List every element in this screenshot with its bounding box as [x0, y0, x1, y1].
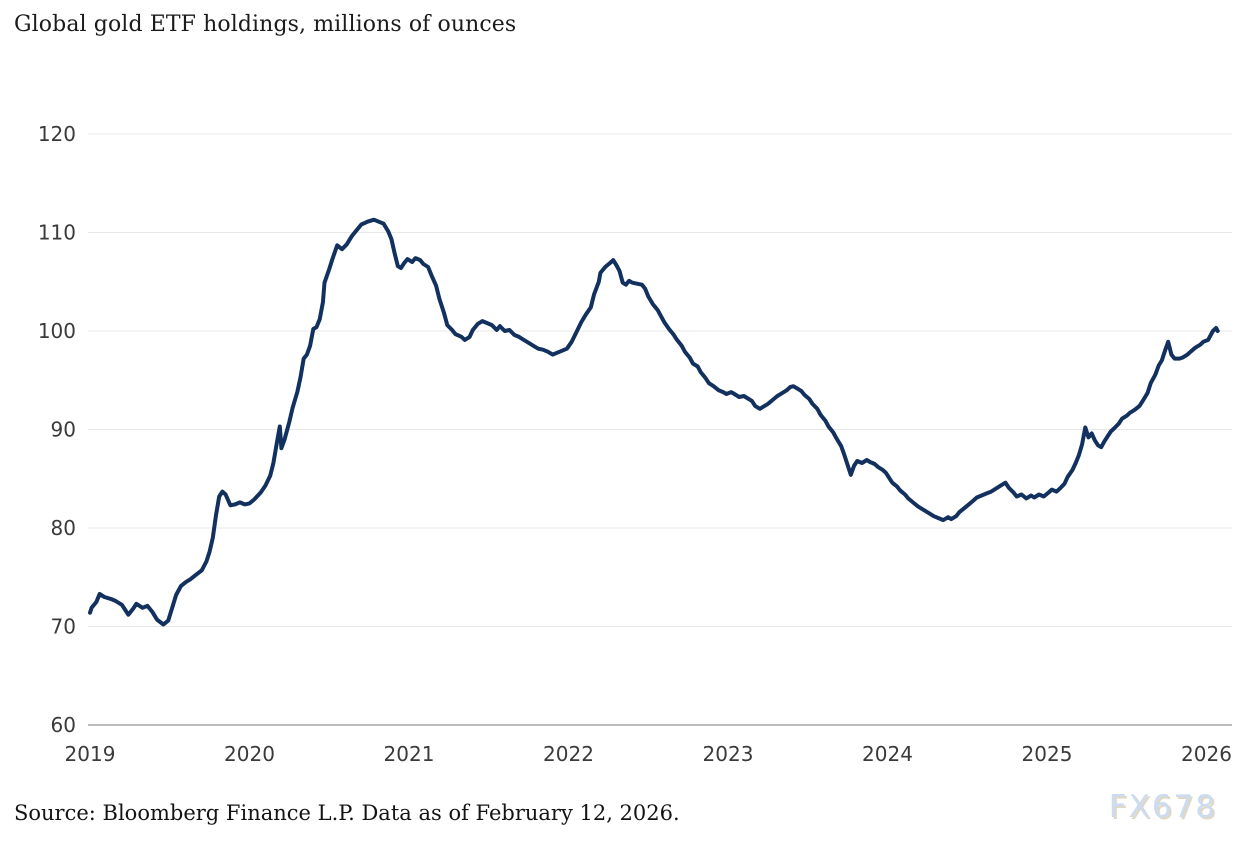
y-tick-label: 100	[38, 319, 76, 343]
gold-etf-holdings-line	[88, 217, 1220, 627]
x-tick-label: 2019	[65, 742, 116, 766]
source-note: Source: Bloomberg Finance L.P. Data as o…	[14, 801, 680, 825]
y-tick-label: 90	[51, 418, 76, 442]
x-tick-label: 2025	[1022, 742, 1073, 766]
watermark-fx678: FX678	[1108, 789, 1217, 825]
x-tick-label: 2026	[1181, 742, 1232, 766]
line-chart: 60 70 80 90 100 110 120 2019 2020 2021 2022 2023 202…	[38, 122, 1232, 766]
y-tick-label: 120	[38, 122, 76, 146]
y-tick-label: 70	[51, 615, 76, 639]
x-tick-label: 2023	[703, 742, 754, 766]
chart-title: Global gold ETF holdings, millions of ou…	[14, 12, 517, 37]
x-tick-label: 2024	[862, 742, 913, 766]
y-tick-label: 60	[51, 713, 76, 737]
y-tick-label: 110	[38, 221, 76, 245]
x-tick-label: 2022	[543, 742, 594, 766]
x-tick-label: 2020	[224, 742, 275, 766]
y-tick-label: 80	[51, 516, 76, 540]
x-tick-label: 2021	[384, 742, 435, 766]
